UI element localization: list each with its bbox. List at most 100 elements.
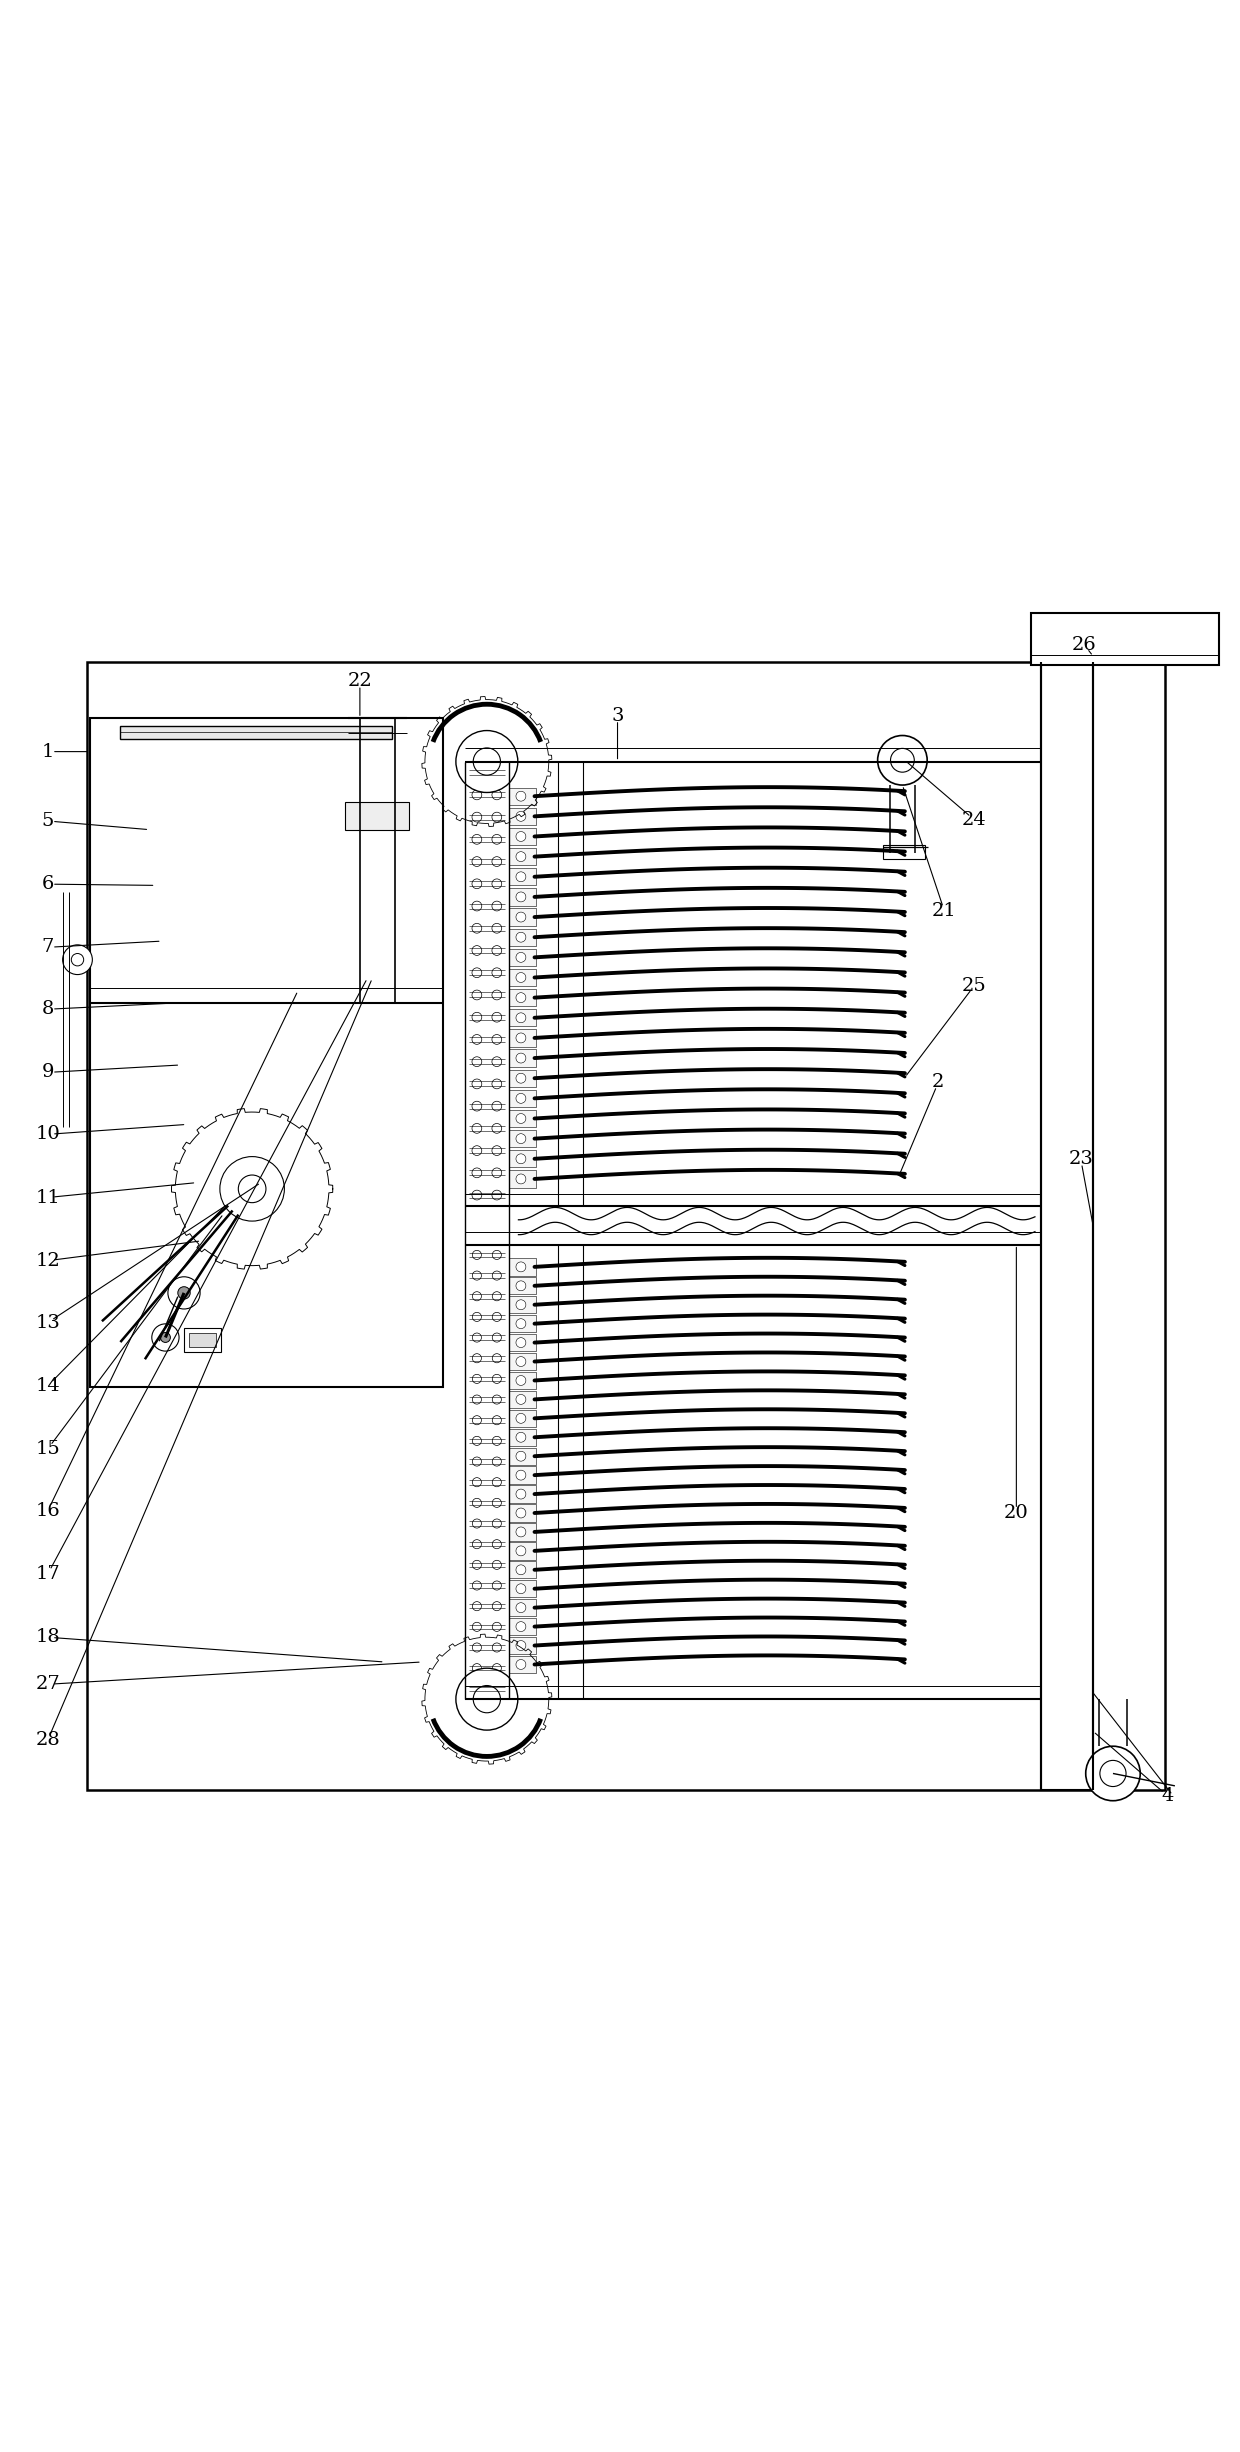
Bar [883, 843, 925, 858]
Circle shape [516, 1528, 526, 1537]
Circle shape [516, 893, 526, 902]
Circle shape [492, 1582, 501, 1589]
Circle shape [472, 834, 482, 843]
Text: 26: 26 [1073, 635, 1097, 655]
Bar [508, 787, 536, 804]
Circle shape [492, 1601, 501, 1611]
Text: 5: 5 [42, 812, 55, 829]
Circle shape [472, 1270, 481, 1280]
Circle shape [456, 731, 518, 792]
Text: 28: 28 [36, 1731, 60, 1748]
Circle shape [472, 946, 482, 956]
Circle shape [516, 1488, 526, 1498]
Circle shape [472, 790, 482, 799]
Text: 8: 8 [42, 1000, 55, 1018]
Circle shape [492, 1518, 501, 1528]
Text: 12: 12 [36, 1251, 60, 1270]
Circle shape [472, 1145, 482, 1155]
Circle shape [492, 1623, 501, 1631]
Bar [1042, 662, 1094, 1790]
Text: 11: 11 [36, 1189, 60, 1206]
Circle shape [472, 1013, 482, 1022]
Bar [508, 1430, 536, 1447]
Bar [508, 1466, 536, 1483]
Text: 6: 6 [42, 875, 55, 893]
Circle shape [472, 1623, 481, 1631]
Circle shape [472, 1035, 482, 1045]
Circle shape [492, 1540, 501, 1550]
Circle shape [516, 1356, 526, 1366]
Text: 22: 22 [347, 672, 372, 689]
Bar [508, 907, 536, 927]
Circle shape [492, 1395, 501, 1405]
Circle shape [472, 1498, 481, 1508]
Bar [508, 1523, 536, 1540]
Text: 25: 25 [962, 976, 987, 996]
Bar [508, 829, 536, 846]
Circle shape [472, 812, 482, 821]
Bar [508, 1111, 536, 1128]
Circle shape [492, 1437, 501, 1444]
Bar [508, 1010, 536, 1027]
Bar [508, 929, 536, 946]
Circle shape [516, 1094, 526, 1103]
Circle shape [472, 1685, 481, 1694]
Circle shape [516, 1604, 526, 1613]
Circle shape [472, 1101, 482, 1111]
Circle shape [492, 902, 502, 912]
Text: 23: 23 [1069, 1150, 1094, 1167]
Circle shape [492, 924, 502, 934]
Circle shape [492, 1373, 501, 1383]
Circle shape [472, 1559, 481, 1569]
Bar [508, 1049, 536, 1067]
Bar [508, 1562, 536, 1579]
Bar [508, 1277, 536, 1295]
Circle shape [492, 1251, 501, 1260]
Circle shape [516, 1660, 526, 1670]
Circle shape [492, 1123, 502, 1133]
Bar [508, 1599, 536, 1616]
Bar [508, 1410, 536, 1427]
Bar [508, 807, 536, 824]
Circle shape [492, 1013, 502, 1022]
Circle shape [492, 1035, 502, 1045]
Circle shape [516, 1584, 526, 1594]
Circle shape [516, 851, 526, 861]
Bar [508, 1655, 536, 1672]
Circle shape [472, 1354, 481, 1363]
Circle shape [492, 1270, 501, 1280]
Circle shape [472, 856, 482, 866]
Bar [508, 848, 536, 866]
Bar [89, 718, 443, 1388]
Circle shape [472, 1582, 481, 1589]
Bar [508, 1390, 536, 1407]
Bar [508, 1170, 536, 1187]
Circle shape [219, 1157, 284, 1221]
Circle shape [472, 1540, 481, 1550]
Circle shape [516, 993, 526, 1003]
Circle shape [492, 1189, 502, 1199]
Circle shape [472, 1079, 482, 1089]
Bar [508, 1314, 536, 1331]
Circle shape [516, 951, 526, 961]
Circle shape [472, 1662, 481, 1672]
Bar [119, 726, 392, 738]
Circle shape [71, 954, 83, 966]
Circle shape [492, 1312, 501, 1322]
Circle shape [516, 973, 526, 983]
Text: 15: 15 [36, 1439, 60, 1459]
Text: 17: 17 [36, 1564, 60, 1584]
Circle shape [492, 1334, 501, 1341]
Bar [508, 1354, 536, 1371]
Text: 2: 2 [932, 1074, 945, 1091]
Bar [508, 1371, 536, 1390]
Text: 24: 24 [962, 812, 987, 829]
Circle shape [516, 1013, 526, 1022]
Bar [508, 1506, 536, 1523]
Circle shape [516, 1280, 526, 1290]
Bar [508, 1486, 536, 1503]
Circle shape [516, 1133, 526, 1143]
Circle shape [472, 1334, 481, 1341]
Circle shape [516, 1339, 526, 1349]
Circle shape [492, 1079, 502, 1089]
